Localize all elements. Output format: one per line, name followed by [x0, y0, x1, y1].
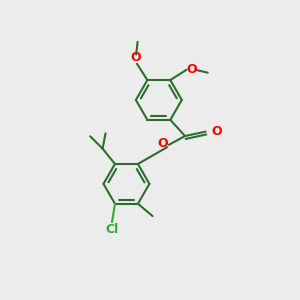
- Text: O: O: [187, 63, 197, 76]
- Text: O: O: [158, 137, 168, 150]
- Text: O: O: [211, 125, 222, 138]
- Text: O: O: [131, 51, 142, 64]
- Text: Cl: Cl: [105, 223, 119, 236]
